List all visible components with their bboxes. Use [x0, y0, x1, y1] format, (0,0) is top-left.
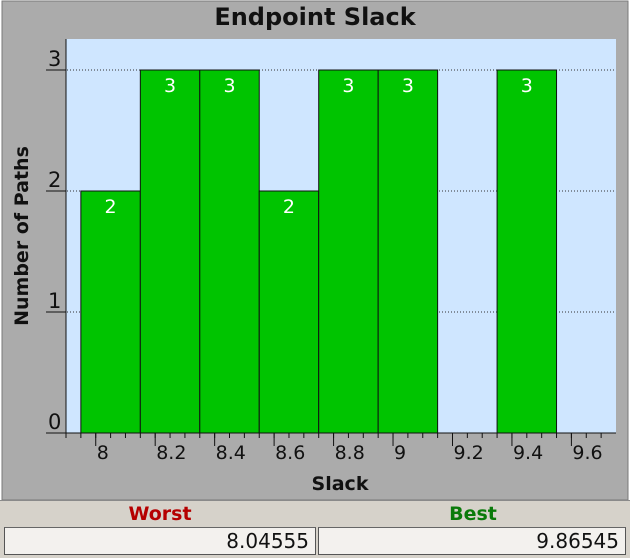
- bar: [377, 69, 439, 434]
- bar-value-label: 3: [521, 75, 533, 97]
- x-axis-label: Slack: [311, 473, 369, 495]
- bar: [199, 69, 260, 434]
- best-label: Best: [449, 503, 497, 525]
- worst-label: Worst: [128, 503, 192, 525]
- y-tick-label: 0: [48, 410, 61, 434]
- x-axis: 88.28.48.68.899.29.49.69.8: [65, 432, 616, 464]
- stats-panel: Worst Best 8.04555 9.86545: [0, 500, 630, 558]
- bar-value-label: 3: [342, 75, 354, 97]
- bar-value-label: 3: [164, 75, 176, 97]
- y-tick-label: 3: [48, 47, 61, 71]
- x-tick-label: 9.4: [513, 442, 543, 464]
- bar: [496, 69, 558, 434]
- bar-value-label: 2: [283, 196, 295, 218]
- bar-value-label: 3: [402, 75, 414, 97]
- x-tick-label: 9.6: [572, 442, 602, 464]
- best-value: 9.86545: [318, 527, 626, 555]
- bars: 2 3 3 2 3 3 3: [80, 69, 558, 434]
- bar: [139, 69, 201, 434]
- x-tick-label: 8.8: [335, 442, 365, 464]
- bar: [80, 190, 141, 434]
- y-axis-label: Number of Paths: [11, 146, 33, 326]
- bar-value-label: 3: [223, 75, 235, 97]
- bar: [258, 190, 320, 434]
- x-tick-label: 8.4: [216, 442, 246, 464]
- x-tick-label: 8.2: [156, 442, 186, 464]
- bar-value-label: 2: [105, 196, 117, 218]
- x-tick-label: 9: [394, 442, 406, 464]
- x-tick-label: 8: [97, 442, 109, 464]
- worst-value: 8.04555: [4, 527, 316, 555]
- y-tick-label: 2: [48, 168, 61, 192]
- chart-title: Endpoint Slack: [214, 3, 416, 31]
- y-tick-label: 1: [48, 289, 61, 313]
- x-tick-label: 8.6: [275, 442, 305, 464]
- x-tick-label: 9.2: [453, 442, 483, 464]
- bar: [318, 69, 379, 434]
- y-axis: 0 1 2 3: [46, 39, 67, 434]
